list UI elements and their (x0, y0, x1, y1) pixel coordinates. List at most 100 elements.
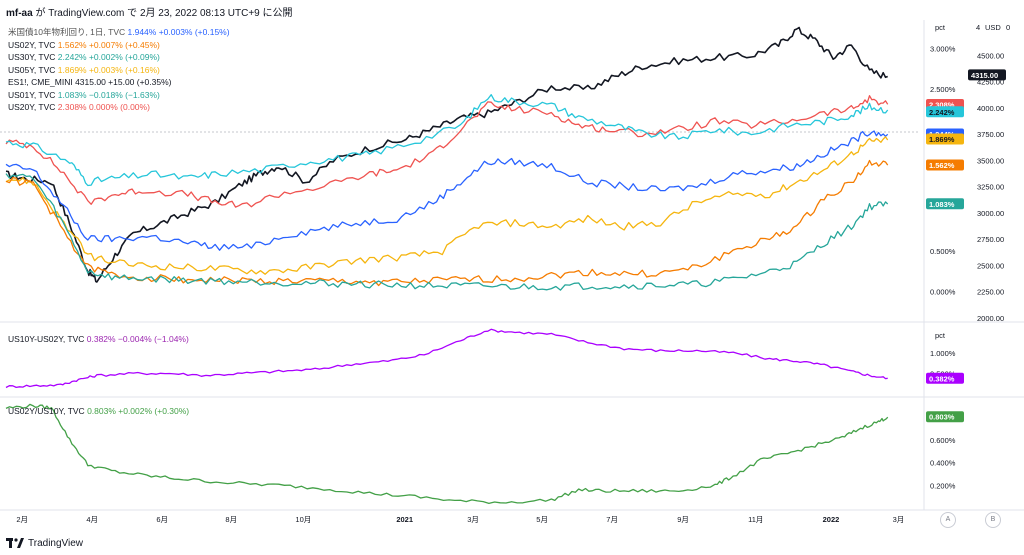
legend-item-label: 米国債10年物利回り, 1日, TVC (8, 27, 128, 37)
legend-item-2[interactable]: US30Y, TVC 2.242% +0.002% (+0.09%) (8, 51, 230, 64)
series-line--10-1-tvc[interactable] (5, 130, 889, 251)
spread-legend-value: 0.382% −0.004% (−1.04%) (86, 334, 189, 344)
legend-item-value: 4315.00 +15.00 (+0.35%) (75, 77, 172, 87)
pct-unit-label: pct (935, 23, 946, 32)
legend-item-label: US05Y, TVC (8, 64, 58, 75)
usd-tick-label: 3750.00 (977, 130, 1004, 139)
us02y-price-badge-bg (926, 159, 964, 171)
legend-item-label: US02Y, TVC (8, 39, 58, 50)
pct-tick-label: 0.500% (930, 247, 956, 256)
author-name[interactable]: mf-aa (6, 8, 33, 19)
us20y-price-badge: 2.308% (929, 100, 955, 109)
series-line-us02y-us10y-tvc[interactable] (5, 403, 889, 505)
us01y-price-badge: 1.083% (929, 200, 955, 209)
legend-item-6[interactable]: US20Y, TVC 2.308% 0.000% (0.00%) (8, 101, 230, 114)
x-tick-label: 5月 (536, 515, 548, 524)
pct-tick-label-pane3: 0.400% (930, 459, 956, 468)
pct-tick-label-pane3: 0.600% (930, 436, 956, 445)
b-scale-button[interactable]: B (985, 512, 1001, 528)
usd-tick-label: 4250.00 (977, 78, 1004, 87)
x-tick-label: 2月 (16, 515, 28, 524)
legend-item-value: 1.944% +0.003% (+0.15%) (127, 27, 230, 37)
legend-item-value: 2.308% 0.000% (0.00%) (57, 102, 150, 112)
es-price-badge: 4315.00 (971, 71, 998, 80)
pct-unit-label-pane2: pct (935, 331, 946, 340)
ratio-legend-label: US02Y/US10Y, TVC (8, 406, 88, 416)
legend-item-0[interactable]: 米国債10年物利回り, 1日, TVC 1.944% +0.003% (+0.1… (8, 26, 230, 39)
legend-item-3[interactable]: US05Y, TVC 1.869% +0.003% (+0.16%) (8, 64, 230, 77)
series-line-us30y-tvc[interactable] (5, 94, 889, 187)
footer: TradingView (6, 537, 83, 549)
series-line-us02y-tvc[interactable] (5, 159, 889, 287)
legend-item-label: US30Y, TVC (8, 52, 58, 62)
ratio-price-badge: 0.803% (929, 413, 955, 422)
legend-item-4[interactable]: ES1!, CME_MINI 4315.00 +15.00 (+0.35%) (8, 76, 230, 89)
legend-item-5[interactable]: US01Y, TVC 1.083% −0.018% (−1.63%) (8, 89, 230, 102)
publish-info: が TradingView.com で 2月 23, 2022 08:13 UT… (32, 8, 293, 19)
x-tick-label: 3月 (893, 515, 905, 524)
us01y-price-badge-bg (926, 198, 964, 210)
ratio-pane-legend: US02Y/US10Y, TVC 0.803% +0.002% (+0.30%) (8, 406, 189, 416)
footer-brand[interactable]: TradingView (28, 537, 84, 549)
x-tick-label: 11月 (748, 515, 763, 524)
legend-item-value: 1.562% +0.007% (+0.45%) (57, 39, 160, 50)
us02y-price-badge: 1.562% (929, 161, 955, 170)
x-tick-label: 8月 (225, 515, 237, 524)
us30y-price-badge: 2.242% (929, 108, 955, 117)
x-tick-label: 6月 (156, 515, 168, 524)
legend-item-value: 1.869% +0.003% (+0.16%) (57, 64, 160, 75)
usd-tick-label: 2000.00 (977, 314, 1004, 323)
pct-tick-label: 2.500% (930, 85, 956, 94)
x-tick-label: 9月 (677, 515, 689, 524)
series-line-us05y-tvc[interactable] (5, 136, 889, 275)
legend-item-label: US01Y, TVC (8, 89, 58, 100)
spread-legend-label: US10Y-US02Y, TVC (8, 334, 87, 344)
x-tick-label: 7月 (606, 515, 618, 524)
legend-item-value: 1.083% −0.018% (−1.63%) (57, 89, 160, 100)
series-line-us10y-us02y-tvc[interactable] (5, 328, 888, 389)
spread-price-badge-bg (926, 372, 964, 384)
us05y-price-badge-bg (926, 133, 964, 145)
series-line-us20y-tvc[interactable] (5, 95, 889, 208)
usd-tick-label: 2250.00 (977, 288, 1004, 297)
ratio-legend-0[interactable]: US02Y/US10Y, TVC 0.803% +0.002% (+0.30%) (8, 406, 189, 416)
usd-tick-label: 2500.00 (977, 261, 1004, 270)
x-tick-label: 3月 (467, 515, 479, 524)
x-tick-label: 2022 (823, 515, 840, 524)
pct-tick-label-pane2: 1.000% (930, 349, 956, 358)
legend-item-label: US20Y, TVC (8, 102, 58, 112)
pct-corner-label: 4 (976, 23, 980, 32)
x-tick-label: 10月 (295, 515, 311, 524)
usd-tick-label: 3000.00 (977, 209, 1004, 218)
spread-legend-0[interactable]: US10Y-US02Y, TVC 0.382% −0.004% (−1.04%) (8, 334, 189, 344)
series-line-es1-cme-mini[interactable] (5, 26, 888, 283)
es-price-badge-bg (968, 69, 1006, 81)
chart-header: mf-aa が TradingView.com で 2月 23, 2022 08… (6, 4, 293, 19)
main-pane-legend: 米国債10年物利回り, 1日, TVC 1.944% +0.003% (+0.1… (8, 26, 230, 114)
usd-tick-label: 4500.00 (977, 51, 1004, 60)
tradingview-logo-icon (6, 538, 24, 548)
usd-tick-label: 4000.00 (977, 104, 1004, 113)
usd-unit-label: USD (985, 23, 1001, 32)
pct-tick-label: 3.000% (930, 44, 956, 53)
us05y-price-badge: 1.869% (929, 135, 955, 144)
usd-tick-label: 2750.00 (977, 235, 1004, 244)
ratio-price-badge-bg (926, 411, 964, 423)
pct-tick-label: 0.000% (930, 288, 956, 297)
spread-pane-legend: US10Y-US02Y, TVC 0.382% −0.004% (−1.04%) (8, 334, 189, 344)
ratio-legend-value: 0.803% +0.002% (+0.30%) (87, 406, 190, 416)
x-tick-label: 2021 (396, 515, 413, 524)
legend-item-value: 2.242% +0.002% (+0.09%) (57, 52, 160, 62)
legend-item-1[interactable]: US02Y, TVC 1.562% +0.007% (+0.45%) (8, 39, 230, 52)
series-line-us01y-tvc[interactable] (5, 173, 889, 291)
usd-tick-label: 3500.00 (977, 156, 1004, 165)
chart-area[interactable]: pct USD 4 0 pct 3.000% 2.500% 0.500% 0.000% 4500.… (0, 20, 1024, 530)
x-tick-label: 4月 (86, 515, 98, 524)
us30y-price-badge-bg (926, 106, 964, 118)
legend-item-label: ES1!, CME_MINI (8, 77, 76, 87)
usd-corner-label: 0 (1006, 23, 1010, 32)
auto-scale-button[interactable]: A (940, 512, 956, 528)
usd-tick-label: 3250.00 (977, 183, 1004, 192)
chart-svg[interactable]: pct USD 4 0 pct 3.000% 2.500% 0.500% 0.000% 4500.… (0, 20, 1024, 530)
spread-price-badge: 0.382% (929, 374, 955, 383)
